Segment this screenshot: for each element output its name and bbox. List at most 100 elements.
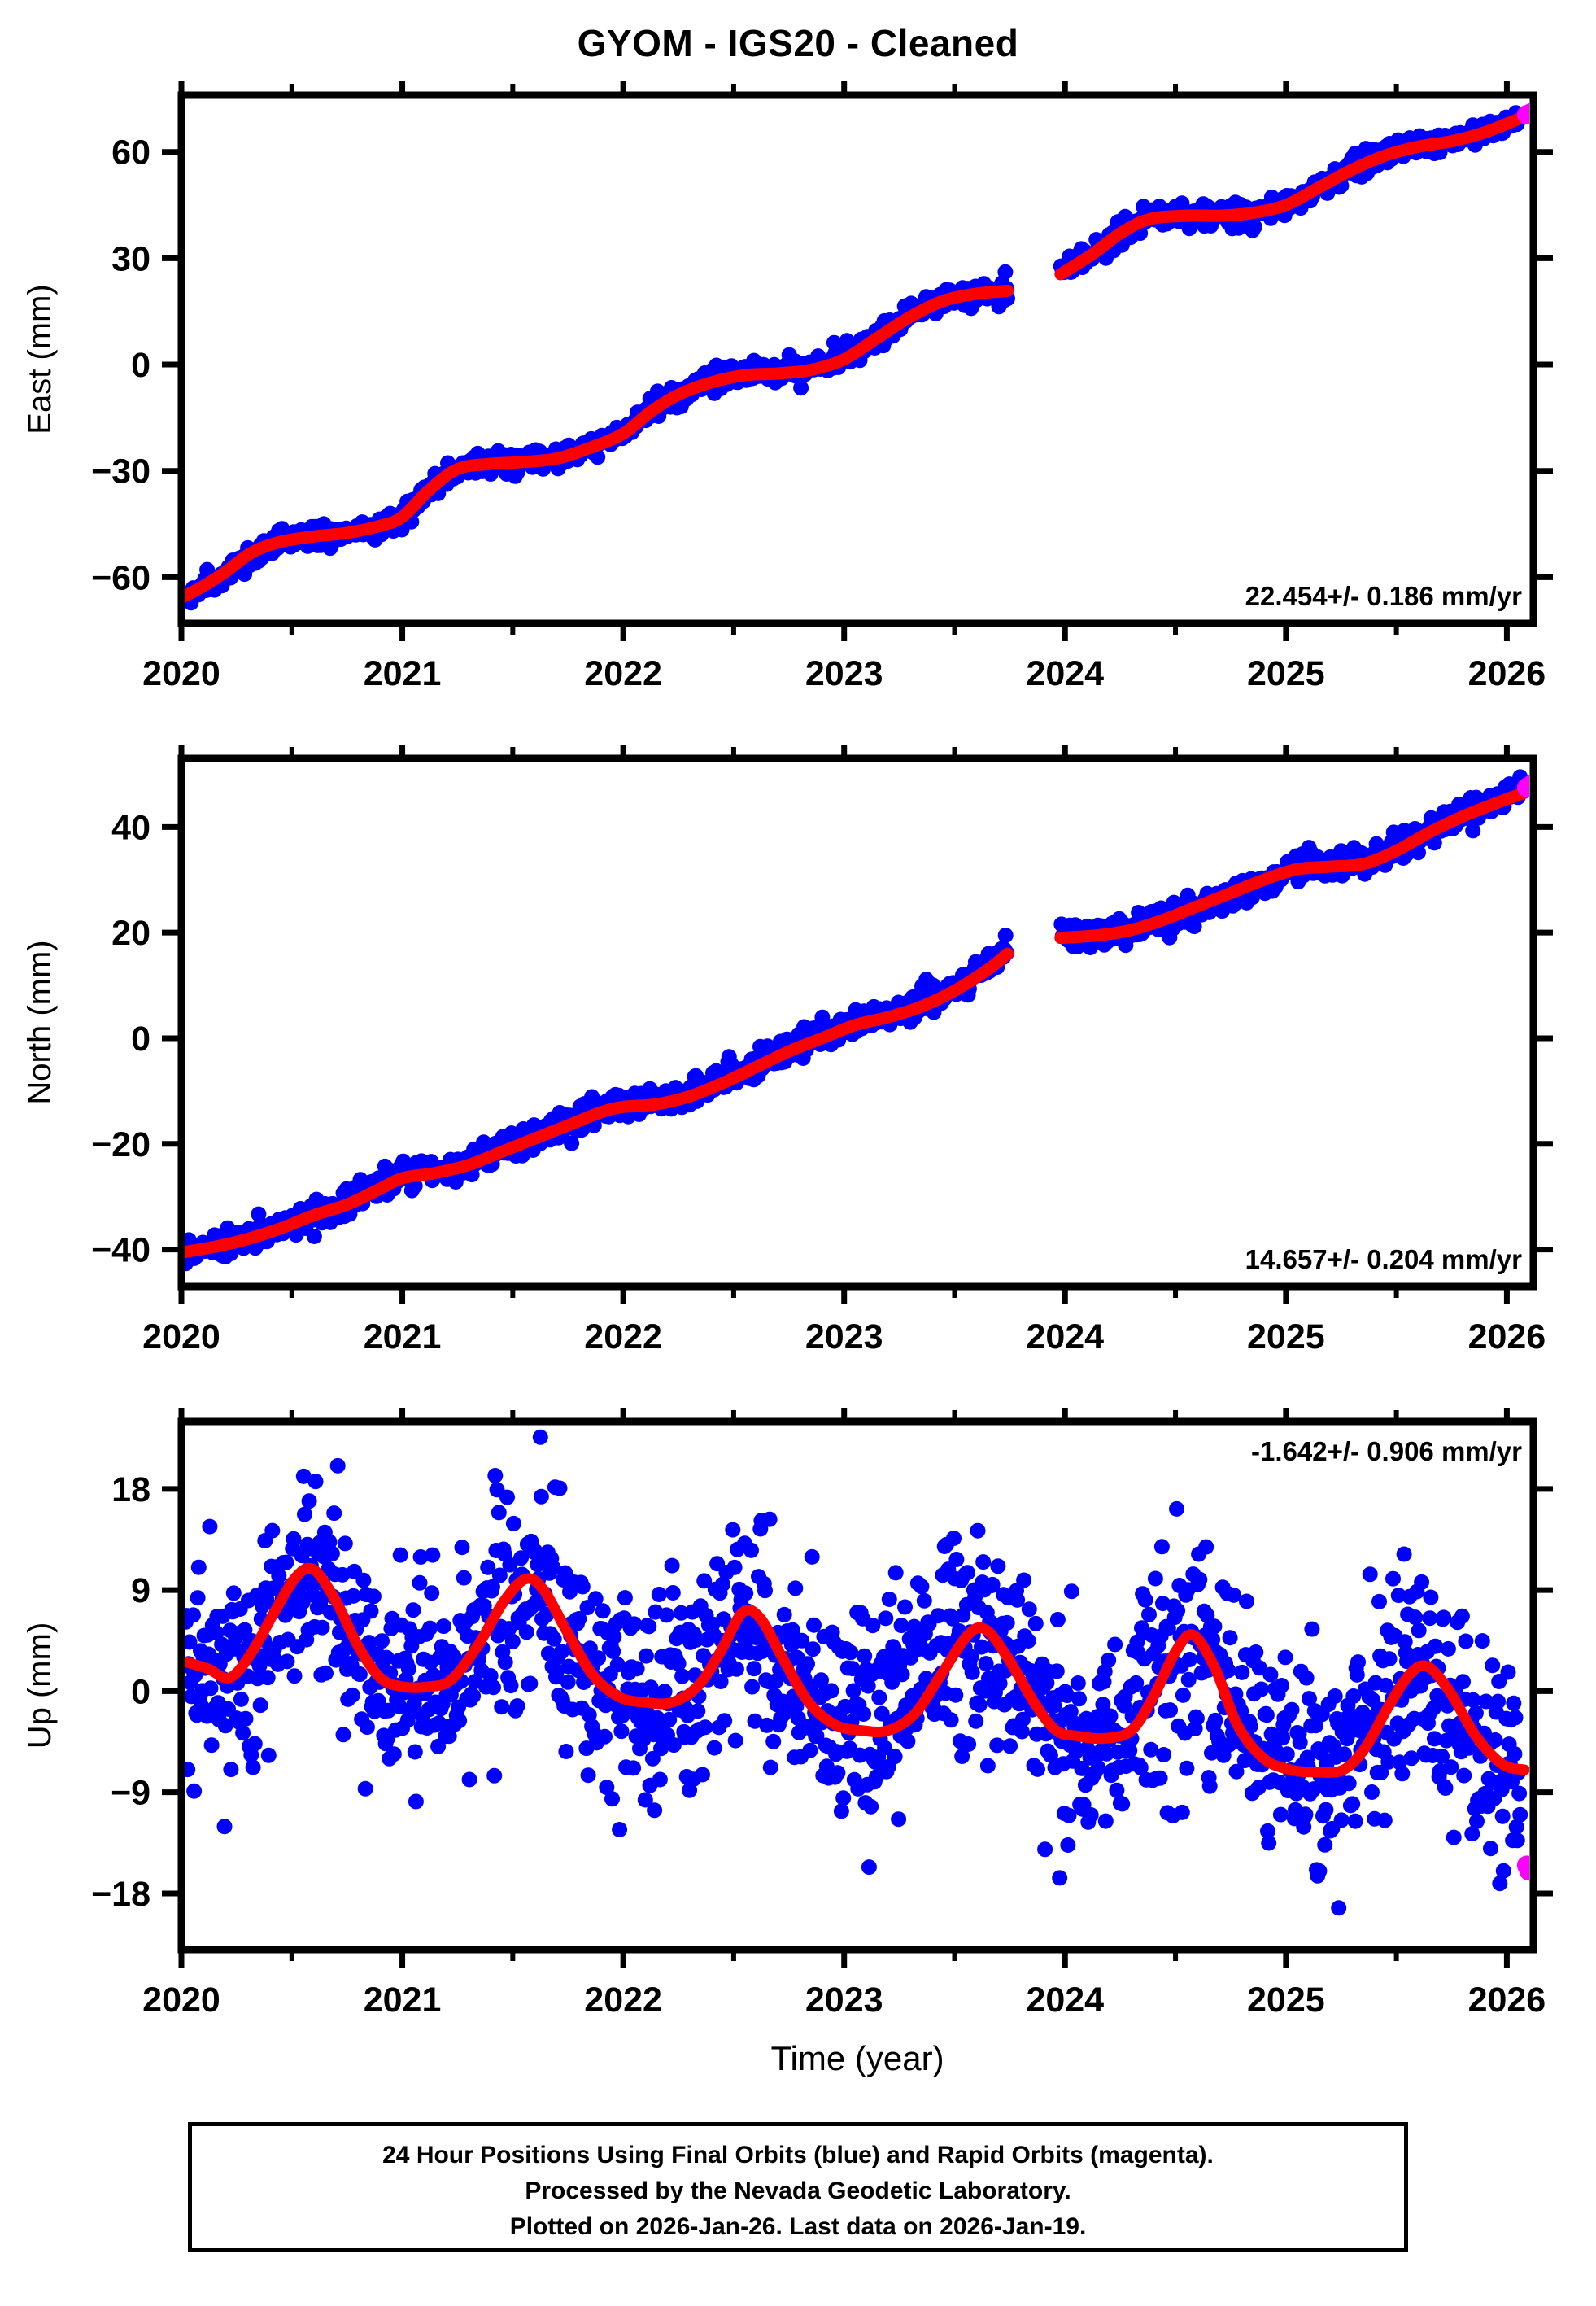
data-point [1188, 1710, 1205, 1727]
data-point [997, 264, 1014, 280]
data-point [425, 1547, 441, 1563]
rapid-orbit-point [1521, 103, 1529, 123]
data-point [761, 1511, 778, 1527]
data-point [843, 1644, 859, 1661]
data-point [802, 1742, 818, 1758]
data-point [499, 1489, 515, 1505]
data-point [974, 1639, 989, 1655]
data-point [1403, 1750, 1419, 1767]
data-point [964, 1664, 980, 1680]
data-point [968, 1713, 984, 1729]
data-point [606, 1629, 622, 1645]
data-point [960, 1565, 975, 1581]
data-point [223, 1762, 239, 1778]
y-tick-label: −18 [91, 1875, 150, 1914]
data-point [1304, 1621, 1320, 1637]
data-point [1228, 1763, 1245, 1780]
data-point [1141, 1606, 1157, 1622]
data-point [1436, 1609, 1452, 1626]
footer-line-orbits: 24 Hour Positions Using Final Orbits (bl… [382, 2142, 1214, 2168]
data-layer [185, 103, 1529, 611]
data-point [656, 1684, 673, 1700]
data-point [1059, 1688, 1075, 1704]
data-point [823, 1683, 839, 1699]
rate-annotation: -1.642+/- 0.906 mm/yr [1251, 1436, 1522, 1466]
data-point [897, 1599, 913, 1615]
data-point [237, 1622, 253, 1638]
data-point [545, 1560, 561, 1576]
data-point [1156, 1747, 1172, 1762]
data-point [509, 1698, 525, 1714]
data-point [1021, 1601, 1037, 1618]
data-point [1407, 1609, 1424, 1626]
data-point [365, 1588, 382, 1605]
data-point [1180, 1671, 1197, 1688]
data-point [1411, 1622, 1427, 1639]
data-point [1275, 1730, 1291, 1746]
data-point [665, 1737, 682, 1754]
data-point [1455, 1674, 1471, 1690]
y-tick-label: 20 [111, 914, 150, 953]
data-point [497, 1654, 513, 1671]
data-point [491, 1505, 507, 1521]
data-point [421, 1620, 438, 1636]
data-point [1074, 1760, 1090, 1776]
data-point [717, 1713, 733, 1729]
data-point [1443, 1759, 1459, 1775]
page-title: GYOM - IGS20 - Cleaned [577, 22, 1019, 64]
data-point [494, 1699, 510, 1715]
data-point [1284, 1701, 1300, 1718]
data-point [1143, 1741, 1159, 1758]
rate-annotation: 22.454+/- 0.186 mm/yr [1245, 581, 1522, 611]
data-point [626, 1760, 642, 1776]
data-point [1371, 1593, 1387, 1609]
data-point [202, 1518, 218, 1535]
data-point [1062, 1704, 1079, 1720]
trend-line [1054, 110, 1529, 281]
data-point [1274, 1678, 1289, 1693]
data-point [664, 1557, 680, 1574]
data-point [1061, 1807, 1077, 1823]
data-point [604, 1791, 620, 1807]
data-point [363, 1603, 379, 1619]
data-point [314, 1619, 330, 1636]
data-point [746, 1661, 762, 1677]
data-point [835, 1790, 852, 1806]
y-tick-label: −40 [91, 1231, 150, 1270]
data-point [1246, 219, 1262, 235]
data-point [1049, 1663, 1065, 1679]
data-point [1097, 1813, 1114, 1829]
data-point [865, 1618, 881, 1634]
data-point [605, 1644, 621, 1659]
data-point [1508, 1819, 1524, 1835]
data-point [1349, 1666, 1365, 1683]
data-point [984, 1576, 1001, 1592]
data-point [1428, 1638, 1444, 1654]
data-point [1507, 1710, 1524, 1726]
x-tick-label: 2022 [584, 654, 662, 693]
data-point [961, 1736, 977, 1752]
data-point [1337, 1746, 1352, 1762]
data-point [806, 1617, 822, 1633]
data-point [259, 1670, 276, 1686]
data-point [695, 1767, 710, 1783]
footer-line-dates: Plotted on 2026-Jan-26. Last data on 202… [509, 2213, 1087, 2240]
data-point [727, 1732, 743, 1749]
data-point [1147, 1570, 1163, 1587]
x-tick-label: 2020 [142, 654, 220, 693]
data-point [246, 1736, 263, 1752]
data-point [1423, 1589, 1439, 1605]
data-point [1262, 1666, 1279, 1683]
data-point [1414, 1574, 1430, 1590]
data-point [465, 1688, 482, 1704]
data-point [673, 1605, 689, 1621]
data-point [788, 1698, 805, 1714]
data-point [264, 1522, 281, 1539]
data-point [1258, 1707, 1275, 1723]
data-point [979, 1758, 996, 1774]
data-point [1333, 1812, 1350, 1828]
data-point [617, 1590, 633, 1606]
y-tick-label: 0 [131, 346, 150, 385]
data-point [1279, 1746, 1295, 1762]
data-point [1226, 1587, 1242, 1603]
